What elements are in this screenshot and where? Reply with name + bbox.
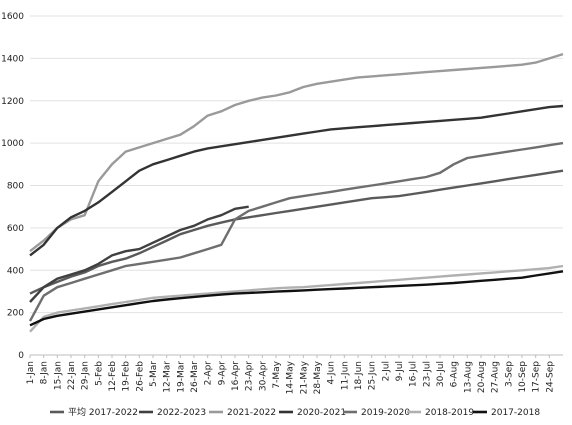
x-tick-label: 17-Sep	[532, 361, 542, 393]
legend-label: 2022-2023	[157, 408, 206, 418]
x-tick-label: 15-Jan	[53, 361, 63, 390]
y-tick-label: 0	[18, 351, 24, 361]
x-tick-label: 4-Jun	[327, 361, 337, 385]
x-tick-label: 5-Feb	[94, 361, 104, 386]
x-tick-label: 3-Sep	[504, 361, 514, 387]
series-line-1	[29, 205, 249, 303]
x-tick-label: 23-Jul	[422, 361, 432, 387]
x-tick-label: 9-Apr	[217, 361, 227, 386]
x-tick-label: 11-Jun	[340, 361, 350, 390]
x-tick-label: 5-Mar	[149, 361, 159, 387]
x-tick-label: 18-Jun	[354, 361, 364, 390]
series-line-3	[29, 104, 564, 257]
x-tick-label: 16-Apr	[231, 361, 241, 391]
x-tick-label: 13-Aug	[463, 361, 473, 393]
x-tick-label: 19-Mar	[176, 361, 186, 393]
x-tick-label: 12-Feb	[108, 361, 118, 392]
x-tick-label: 1-Jan	[26, 361, 36, 384]
x-tick-label: 22-Jan	[67, 361, 77, 390]
legend-label: 2019-2020	[361, 408, 410, 418]
x-tick-label: 30-Jul	[436, 361, 446, 387]
x-tick-label: 27-Aug	[491, 361, 501, 393]
y-tick-label: 1000	[1, 139, 24, 149]
x-tick-label: 16-Jul	[409, 361, 419, 387]
y-tick-label: 1400	[1, 54, 24, 64]
y-tick-label: 400	[7, 266, 24, 276]
x-tick-label: 24-Sep	[545, 361, 555, 393]
y-tick-label: 1600	[1, 12, 24, 22]
series-lines	[28, 52, 564, 333]
series-line-2	[29, 52, 564, 253]
x-tick-label: 26-Feb	[135, 361, 145, 392]
y-tick-label: 1200	[1, 97, 24, 107]
legend-label: 2020-2021	[297, 408, 346, 418]
x-tick-label: 10-Sep	[518, 361, 528, 393]
series-line-5	[29, 264, 564, 333]
x-tick-label: 30-Apr	[258, 361, 268, 391]
legend-label: 2017-2018	[491, 408, 540, 418]
x-tick-label: 28-May	[313, 360, 323, 394]
y-tick-label: 200	[7, 309, 24, 319]
x-axis-ticks: 1-Jan 8-Jan 15-Jan 22-Jan 29-Jan 5-Feb 12-Feb 1…	[26, 355, 555, 394]
x-tick-label: 25-Jun	[368, 361, 378, 390]
x-tick-label: 29-Jan	[81, 361, 91, 390]
x-tick-label: 2-Jul	[381, 361, 391, 381]
y-tick-label: 800	[7, 182, 24, 192]
x-tick-label: 7-May	[272, 360, 282, 388]
series-line-4	[28, 141, 564, 322]
x-tick-label: 26-Mar	[190, 361, 200, 393]
legend-label: 2021-2022	[227, 408, 276, 418]
x-tick-label: 14-May	[286, 360, 296, 394]
x-tick-label: 20-Aug	[477, 361, 487, 393]
x-tick-label: 8-Jan	[40, 361, 50, 384]
gridlines	[30, 15, 563, 314]
x-tick-label: 19-Feb	[122, 361, 132, 392]
legend-label: 平均 2017-2022	[68, 406, 138, 418]
legend: 平均 2017-2022 2022-2023 2021-2022 2020-2021 2…	[50, 406, 540, 418]
series-line-6	[29, 270, 564, 327]
y-axis-ticks: 0 200 400 600 800 1000 1200 1400 1600	[1, 12, 24, 361]
x-tick-label: 21-May	[299, 360, 309, 394]
x-tick-label: 12-Mar	[163, 361, 173, 393]
x-tick-label: 23-Apr	[245, 361, 255, 391]
legend-label: 2018-2019	[425, 408, 474, 418]
series-line-0	[29, 169, 564, 295]
x-tick-label: 2-Apr	[204, 361, 214, 386]
x-tick-label: 6-Aug	[450, 361, 460, 387]
x-tick-label: 9-Jul	[395, 361, 405, 381]
y-tick-label: 600	[7, 224, 24, 234]
